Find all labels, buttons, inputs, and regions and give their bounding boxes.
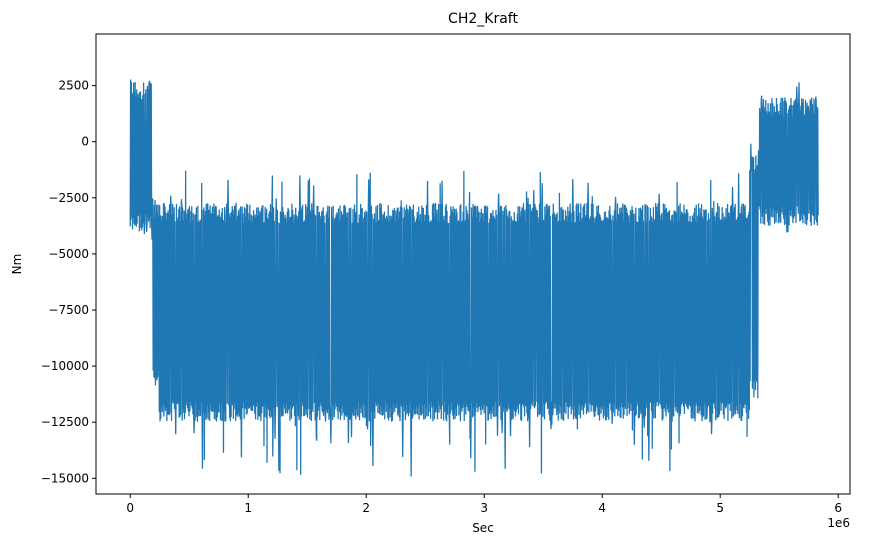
- y-tick-label: 2500: [58, 79, 89, 93]
- y-tick-label: −12500: [41, 415, 89, 429]
- y-tick-label: −10000: [41, 359, 89, 373]
- chart-title: CH2_Kraft: [448, 11, 518, 27]
- x-axis-title: Sec: [472, 521, 494, 535]
- x-tick-label: 2: [362, 501, 370, 515]
- y-tick-label: −7500: [48, 303, 89, 317]
- x-axis-multiplier: 1e6: [827, 516, 850, 530]
- y-axis-title: Nm: [10, 254, 24, 275]
- y-tick-label: 0: [81, 135, 89, 149]
- y-axis: 2500 0 −2500 −5000 −7500 −10000 −12500 −15000: [41, 79, 96, 485]
- x-tick-label: 5: [716, 501, 724, 515]
- plot-frame: [95, 33, 851, 495]
- y-tick-label: −5000: [48, 247, 89, 261]
- x-tick-label: 1: [244, 501, 252, 515]
- x-tick-label: 0: [126, 501, 134, 515]
- x-tick-label: 4: [598, 501, 606, 515]
- series-layer: [129, 79, 819, 477]
- y-tick-label: −2500: [48, 191, 89, 205]
- y-tick-label: −15000: [41, 471, 89, 485]
- x-axis: 0 1 2 3 4 5 6: [126, 494, 842, 515]
- plot-area: [95, 33, 851, 495]
- x-tick-label: 3: [480, 501, 488, 515]
- series-line: [129, 79, 819, 477]
- x-tick-label: 6: [834, 501, 842, 515]
